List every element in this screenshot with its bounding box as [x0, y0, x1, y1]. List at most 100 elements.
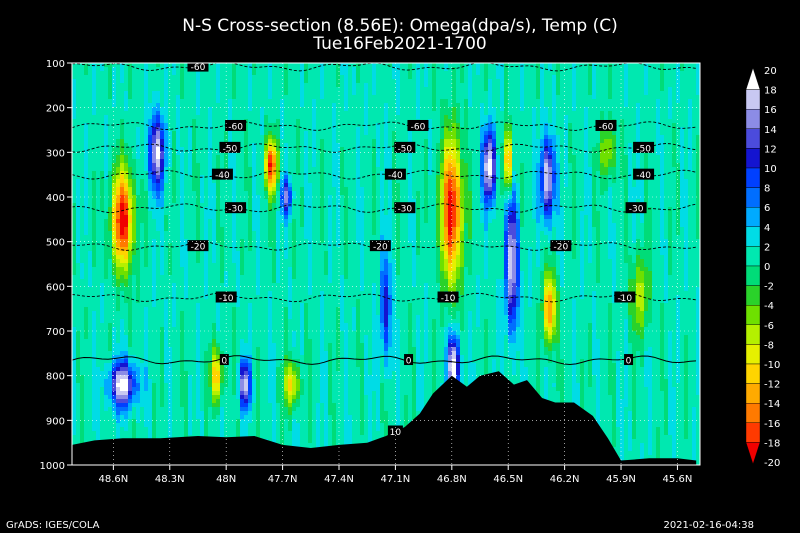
x-tick-label: 47.1N [381, 474, 411, 485]
colorbar-tick-label: -12 [764, 380, 780, 391]
colorbar-tick-label: -2 [764, 282, 774, 293]
colorbar-bin [745, 206, 761, 227]
x-tick-label: 48N [216, 474, 236, 485]
colorbar-tick-label: 2 [764, 242, 770, 253]
contour-label: -20 [187, 240, 209, 253]
colorbar-cap-top [745, 67, 761, 90]
chart-title: N-S Cross-section (8.56E): Omega(dpa/s),… [182, 16, 618, 36]
contour-label: -40 [384, 168, 406, 181]
temperature-contour [72, 121, 697, 131]
x-tick-label: 46.5N [493, 474, 523, 485]
colorbar-bin [745, 383, 761, 404]
colorbar-tick-label: 20 [764, 66, 777, 77]
x-tick-label: 47.7N [268, 474, 298, 485]
colorbar-cap-bottom [745, 442, 761, 465]
y-tick-label: 600 [46, 282, 65, 293]
colorbar-bin [745, 187, 761, 208]
contour-label: -40 [211, 168, 233, 181]
axes: 48.6N 48.3N 48N 47.7N 47.4N 47.1N 46.8N 46.5N 46… [40, 59, 701, 485]
colorbar-bin [745, 226, 761, 247]
x-tick-label: 47.4N [324, 474, 354, 485]
y-tick-label: 100 [46, 59, 65, 70]
colorbar-tick-label: 8 [764, 184, 770, 195]
y-tick-label: 200 [46, 104, 65, 115]
contour-label: -30 [225, 202, 247, 215]
y-tick-label: 300 [46, 148, 65, 159]
colorbar-tick-label: -20 [764, 458, 780, 469]
contour-label: -60 [225, 119, 247, 132]
contour-label: -50 [394, 141, 416, 154]
x-tick-label: 46.2N [550, 474, 580, 485]
contour-label: -30 [394, 202, 416, 215]
contour-label: -40 [633, 168, 655, 181]
colorbar-bin [745, 246, 761, 267]
colorbar-tick-label: -16 [764, 419, 780, 430]
colorbar-tick-label: 4 [764, 223, 770, 234]
y-tick-label: 1000 [40, 461, 65, 472]
colorbar-tick-label: 14 [764, 125, 777, 136]
colorbar-tick-label: 18 [764, 86, 777, 97]
temperature-contour [72, 63, 697, 72]
colorbar-bin [745, 363, 761, 384]
contour-label: -60 [407, 119, 429, 132]
colorbar-tick-label: 12 [764, 144, 777, 155]
x-tick-label: 46.8N [437, 474, 467, 485]
contour-label: -60 [187, 60, 209, 73]
plot-frame [71, 62, 701, 466]
contour-label: -50 [633, 141, 655, 154]
chart-subtitle: Tue16Feb2021-1700 [313, 34, 487, 54]
colorbar-tick-label: -6 [764, 321, 774, 332]
contour-label: -20 [369, 240, 391, 253]
terrain [72, 371, 697, 465]
plot-area: -60 -60 -60 -60 -50 -50 -50 -40 -40 -40 -30 -30 -30 -… [72, 60, 700, 465]
colorbar-bin [745, 344, 761, 365]
colorbar-tick-label: -8 [764, 340, 774, 351]
contour-label: -10 [215, 291, 237, 304]
temperature-contour [72, 355, 697, 366]
colorbar-bin [745, 128, 761, 149]
colorbar-bin [745, 167, 761, 188]
contour-label: -50 [219, 141, 241, 154]
colorbar-tick-label: 6 [764, 203, 770, 214]
contour-label: -10 [437, 291, 459, 304]
temperature-contour [72, 169, 697, 180]
contour-label: 0 [404, 354, 414, 367]
colorbar-tick-label: -18 [764, 438, 780, 449]
temperature-contour [72, 143, 697, 153]
contour-label: -60 [595, 119, 617, 132]
colorbar-tick-label: 16 [764, 105, 777, 116]
colorbar-bin [745, 108, 761, 129]
x-tick-label: 45.6N [663, 474, 693, 485]
x-tick-label: 48.3N [155, 474, 185, 485]
x-tick-label: 45.9N [606, 474, 636, 485]
temperature-contour [72, 203, 697, 213]
y-tick-label: 500 [46, 238, 65, 249]
colorbar-bin [745, 422, 761, 443]
y-tick-label: 700 [46, 327, 65, 338]
colorbar-bin [745, 89, 761, 110]
colorbar-tick-label: 10 [764, 164, 777, 175]
y-tick-label: 800 [46, 372, 65, 383]
footer-credit: GrADS: IGES/COLA [6, 520, 100, 531]
colorbar-tick-label: -14 [764, 399, 780, 410]
temperature-contour [72, 292, 697, 303]
contour-label: -20 [550, 240, 572, 253]
colorbar-bin [745, 403, 761, 424]
colorbar-bin [745, 148, 761, 169]
colorbar-bin [745, 265, 761, 286]
colorbar-tick-label: -10 [764, 360, 780, 371]
y-tick-label: 400 [46, 193, 65, 204]
contour-label: -30 [625, 202, 647, 215]
footer-timestamp: 2021-02-16-04:38 [663, 520, 754, 531]
y-tick-label: 900 [46, 416, 65, 427]
colorbar-bin [745, 324, 761, 345]
x-tick-label: 48.6N [98, 474, 128, 485]
contour-label: 0 [624, 354, 634, 367]
colorbar-tick-label: -4 [764, 301, 774, 312]
colorbar-bin [745, 305, 761, 326]
colorbar-tick-label: 0 [764, 262, 770, 273]
contour-label: 0 [219, 354, 229, 367]
contour-label: -10 [614, 291, 636, 304]
colorbar-bin [745, 285, 761, 306]
